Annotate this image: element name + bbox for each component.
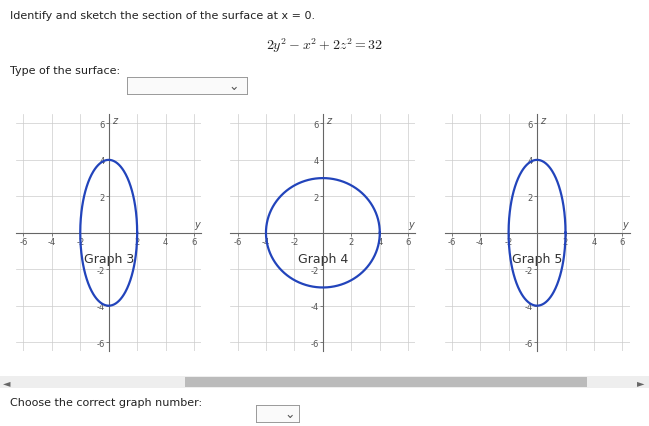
Text: z: z [540,115,545,126]
Text: y: y [408,220,414,230]
X-axis label: Graph 5: Graph 5 [512,252,562,265]
Text: y: y [194,220,200,230]
Text: $2y^2 - x^2 + 2z^2 = 32$: $2y^2 - x^2 + 2z^2 = 32$ [266,36,383,55]
X-axis label: Graph 3: Graph 3 [84,252,134,265]
Text: ►: ► [637,377,644,388]
Bar [185,377,587,388]
Text: ◄: ◄ [3,377,11,388]
Text: z: z [326,115,331,126]
Text: Identify and sketch the section of the surface at x = 0.: Identify and sketch the section of the s… [10,11,315,20]
X-axis label: Graph 4: Graph 4 [298,252,348,265]
Text: ⌄: ⌄ [229,80,239,92]
Text: ⌄: ⌄ [285,407,295,420]
Text: y: y [622,220,628,230]
Text: z: z [112,115,117,126]
Text: Type of the surface:: Type of the surface: [10,66,120,76]
Text: Choose the correct graph number:: Choose the correct graph number: [10,397,202,407]
